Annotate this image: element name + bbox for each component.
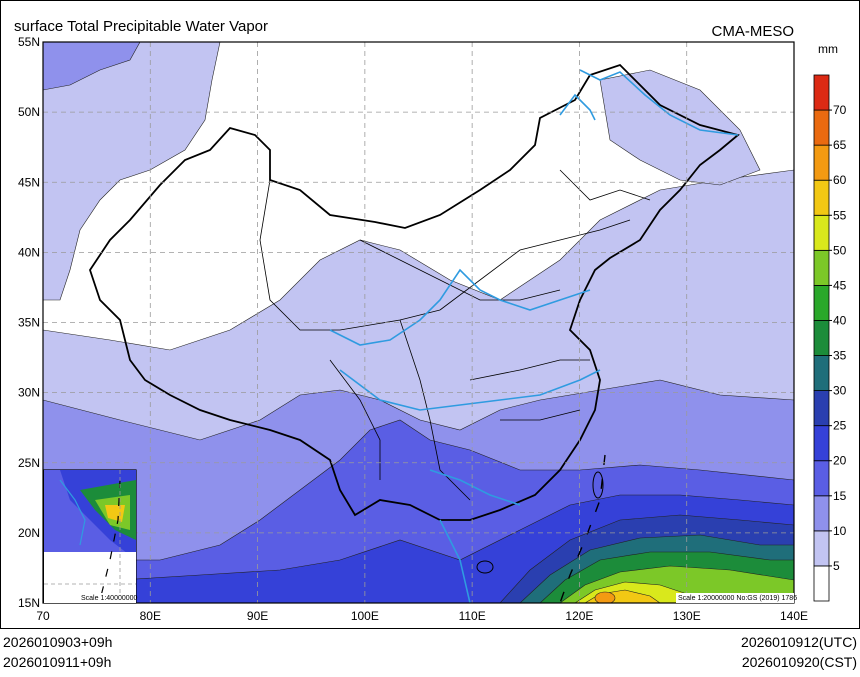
colorbar-swatch [813,74,830,111]
lat-tick-label: 50N [18,105,40,119]
colorbar-swatch [813,460,830,497]
valid-time: 2026010911+09h [3,654,112,670]
pwv-band-60 [594,591,616,603]
lat-tick-label: 20N [18,526,40,540]
hainan-island [476,560,494,574]
colorbar-label: 45 [833,278,847,292]
lat-tick-label: 40N [18,245,40,259]
producer-label: CMA-MESO [711,23,795,40]
lon-tick-label: 70 [36,609,50,623]
colorbar-label: 55 [833,208,847,222]
graticule [43,42,794,603]
colorbar-label: 10 [833,524,847,538]
colorbar-swatch [813,249,830,286]
colorbar-label: 5 [833,559,840,573]
colorbar-label: 40 [833,313,847,327]
colorbar-swatch [813,495,830,532]
pwv-band-10 [599,69,761,186]
lon-tick-label: 100E [351,609,379,623]
colorbar-swatch [813,320,830,356]
colorbar-swatch [813,214,830,251]
latitude-ticks: 15N 20N 25N 30N 35N 40N 45N 50N 55N [18,35,40,610]
colorbar-swatch [813,355,830,391]
lat-tick-label: 30N [18,386,40,400]
maritime-boundary [559,454,606,603]
colorbar-label: 25 [833,419,847,433]
rivers [329,69,739,603]
colorbar: 5 10 15 20 25 30 35 40 45 50 55 60 65 70 [813,74,847,602]
lon-tick-label: 110E [459,609,486,623]
longitude-ticks: 70 80E 90E 100E 110E 120E 130E 140E [36,609,808,623]
colorbar-swatch [813,530,830,567]
lat-tick-label: 25N [18,456,40,470]
lon-tick-label: 80E [140,609,161,623]
colorbar-label: 50 [833,243,847,257]
province-borders [259,169,651,501]
lon-tick-label: 120E [565,609,593,623]
utc-time: 2026010912(UTC) [741,634,857,650]
colorbar-label: 30 [833,384,847,398]
lon-tick-label: 140E [780,609,808,623]
map-title: surface Total Precipitable Water Vapor [14,18,269,35]
lon-tick-label: 90E [247,609,268,623]
init-time: 2026010903+09h [3,634,113,650]
colorbar-label: 20 [833,454,847,468]
main-scale-label: Scale 1:20000000 No:GS (2019) 1786 [678,595,797,602]
colorbar-label: 60 [833,173,847,187]
pwv-band-15 [43,42,141,91]
colorbar-swatch [813,179,830,216]
colorbar-label: 35 [833,349,847,363]
colorbar-label: 65 [833,138,847,152]
lat-tick-label: 35N [18,316,40,330]
colorbar-swatch [813,390,830,427]
colorbar-label: 70 [833,103,847,117]
colorbar-swatch [813,144,830,181]
country-border [89,63,740,521]
taiwan-island [592,471,604,499]
colorbar-unit: mm [818,42,838,56]
inset-map: Scale 1:40000000 [43,469,138,604]
colorbar-swatch [813,425,830,462]
colorbar-swatch [813,109,830,146]
pwv-band-10 [43,42,221,301]
lat-tick-label: 45N [18,175,40,189]
precipitable-water-field [43,42,794,603]
colorbar-swatch [813,565,830,602]
inset-scale-label: Scale 1:40000000 [81,595,138,602]
lat-tick-label: 15N [18,596,40,610]
lat-tick-label: 55N [18,35,40,49]
lon-tick-label: 130E [673,609,701,623]
colorbar-swatch [813,284,830,321]
cst-time: 2026010920(CST) [741,654,857,670]
colorbar-label: 15 [833,489,847,503]
map-border [42,41,795,604]
